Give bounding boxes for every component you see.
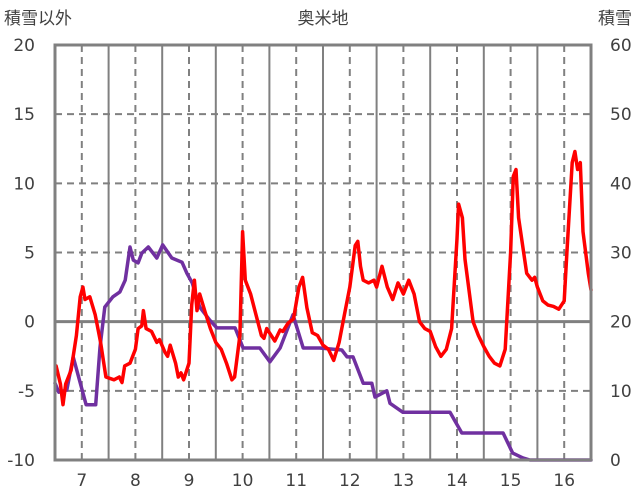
grid: [55, 45, 591, 460]
right-axis-title: 積雪: [598, 9, 632, 29]
right-y-tick-label: 0: [610, 451, 621, 471]
x-tick-label: 13: [393, 471, 415, 491]
x-tick-label: 14: [446, 471, 468, 491]
x-tick-label: 12: [339, 471, 361, 491]
plot-frame: [53, 43, 593, 462]
x-tick-label: 7: [76, 471, 87, 491]
tick-labels: 7 8 9 10 11 12 13 14 15 1620151050-5-106050403020…: [7, 36, 631, 491]
left-y-tick-label: 5: [24, 244, 35, 264]
left-y-tick-label: 10: [13, 174, 35, 194]
left-y-tick-label: 20: [13, 36, 35, 56]
right-y-tick-label: 60: [610, 36, 632, 56]
right-y-tick-label: 40: [610, 174, 632, 194]
series-line-other: [54, 149, 593, 407]
right-y-tick-label: 20: [610, 313, 632, 333]
right-y-tick-label: 50: [610, 105, 632, 125]
left-axis-title: 積雪以外: [4, 9, 72, 29]
series-line-snow: [53, 243, 593, 462]
series-lines: [53, 149, 593, 462]
x-tick-label: 15: [500, 471, 522, 491]
x-tick-label: 8: [130, 471, 141, 491]
chart-title: 奥米地: [298, 9, 349, 29]
left-y-tick-label: -10: [7, 451, 35, 471]
x-tick-label: 9: [184, 471, 195, 491]
right-y-tick-label: 10: [610, 382, 632, 402]
right-y-tick-label: 30: [610, 244, 632, 264]
x-tick-label: 10: [232, 471, 254, 491]
left-y-tick-label: 0: [24, 313, 35, 333]
x-tick-label: 11: [285, 471, 307, 491]
left-y-tick-label: -5: [18, 382, 35, 402]
x-tick-label: 16: [553, 471, 575, 491]
left-y-tick-label: 15: [13, 105, 35, 125]
